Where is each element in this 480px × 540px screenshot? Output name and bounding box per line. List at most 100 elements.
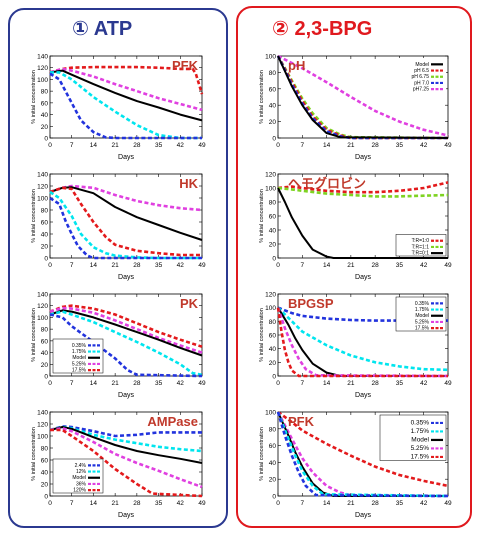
x-axis-label: Days — [355, 392, 371, 399]
y-tick-label: 100 — [37, 315, 48, 322]
y-tick-label: 100 — [37, 77, 48, 84]
y-tick-label: 60 — [269, 214, 277, 221]
chart-label: pH — [288, 58, 305, 73]
y-tick-label: 120 — [37, 184, 48, 191]
x-tick-label: 0 — [48, 142, 52, 149]
series-line-1 — [49, 67, 203, 112]
x-tick-label: 35 — [155, 380, 163, 387]
x-tick-label: 14 — [323, 142, 331, 149]
chart-label: BPGSP — [288, 296, 334, 311]
series-line-4 — [49, 72, 202, 140]
x-tick-label: 49 — [198, 262, 206, 269]
y-tick-label: 20 — [41, 124, 49, 131]
x-tick-label: 21 — [347, 380, 355, 387]
x-tick-label: 7 — [70, 262, 74, 269]
x-tick-label: 0 — [48, 380, 52, 387]
x-tick-label: 49 — [198, 142, 206, 149]
series-line-0 — [277, 410, 449, 488]
legend-label: pH 6.5 — [414, 68, 429, 74]
y-axis-label: % initial concentration — [259, 427, 265, 481]
legend-label: pH7.25 — [413, 87, 429, 93]
chart-atp-hk: 0 20 40 60 80 100 120 140 0 7 14 21 28 35 42 49 Days % in… — [31, 172, 206, 282]
y-tick-label: 0 — [44, 136, 48, 143]
chart-atp-ampase: 0 20 40 60 80 100 120 140 0 7 14 21 28 35 42 49 Days % in… — [31, 410, 206, 520]
chart-bpg-bpgsp: 0 20 40 60 80 100 120 0 7 14 21 28 35 42 49 Days % initi… — [259, 292, 452, 400]
y-tick-label: 140 — [37, 172, 48, 179]
x-tick-label: 7 — [70, 380, 74, 387]
legend-label: 17.5% — [411, 453, 430, 460]
y-tick-label: 0 — [272, 136, 276, 143]
bpg-panel-title: ② 2,3-BPG — [272, 18, 373, 40]
y-tick-label: 0 — [44, 374, 48, 381]
y-tick-label: 100 — [265, 410, 276, 417]
legend-label: 5.25% — [411, 445, 430, 452]
y-tick-label: 120 — [37, 422, 48, 429]
y-tick-label: 40 — [41, 232, 49, 239]
x-tick-label: 35 — [155, 142, 163, 149]
legend-label: 1.75% — [415, 307, 430, 313]
y-tick-label: 20 — [269, 119, 277, 126]
y-tick-label: 20 — [41, 482, 49, 489]
chart-bpg-pfk: 0 20 40 60 80 100 0 7 14 21 28 35 42 49 Days % initial … — [259, 410, 452, 520]
x-tick-label: 35 — [396, 500, 404, 507]
y-tick-label: 40 — [41, 470, 49, 477]
y-tick-label: 60 — [269, 333, 277, 340]
y-tick-label: 80 — [41, 89, 49, 96]
y-tick-label: 80 — [269, 200, 277, 207]
x-tick-label: 7 — [70, 142, 74, 149]
x-axis-label: Days — [118, 154, 134, 161]
y-tick-label: 100 — [37, 434, 48, 441]
y-tick-label: 40 — [269, 460, 277, 467]
legend-label: 12% — [76, 469, 87, 475]
x-tick-label: 42 — [177, 500, 185, 507]
legend-label: T:R=0:1 — [412, 251, 430, 257]
legend-label: 120% — [73, 488, 86, 494]
legend-box — [379, 414, 447, 461]
y-tick-label: 20 — [269, 477, 277, 484]
x-tick-label: 21 — [112, 262, 120, 269]
chart-atp-pk: 0 20 40 60 80 100 120 140 0 7 14 21 28 35 42 49 Days % in… — [31, 292, 206, 400]
x-tick-label: 0 — [276, 142, 280, 149]
series-line-3 — [50, 71, 202, 140]
x-tick-label: 49 — [444, 380, 452, 387]
bpg-panel — [236, 6, 472, 528]
series-line-3 — [49, 426, 203, 489]
y-tick-label: 60 — [41, 100, 49, 107]
series-line-3 — [276, 307, 449, 378]
y-tick-label: 100 — [265, 186, 276, 193]
series-line-4 — [50, 428, 203, 498]
y-tick-label: 80 — [41, 327, 49, 334]
chart-label: PK — [180, 296, 199, 311]
series-line-4 — [276, 307, 448, 378]
legend-label: Model — [415, 313, 429, 319]
x-tick-label: 14 — [323, 380, 331, 387]
y-axis-label: % initial concentration — [31, 189, 37, 243]
y-tick-label: 120 — [37, 65, 48, 72]
x-tick-label: 42 — [420, 142, 428, 149]
legend-label: T:R=1:0 — [412, 238, 430, 244]
atp-panel-title: ① ATP — [72, 18, 133, 40]
y-axis-label: % initial concentration — [31, 308, 37, 362]
chart-label: PFK — [288, 414, 315, 429]
x-axis-label: Days — [118, 274, 134, 281]
y-tick-label: 40 — [269, 228, 277, 235]
x-tick-label: 0 — [276, 380, 280, 387]
y-tick-label: 140 — [37, 292, 48, 299]
x-axis-label: Days — [355, 512, 371, 519]
x-tick-label: 21 — [112, 380, 120, 387]
y-axis-label: % initial concentration — [31, 427, 37, 481]
legend-label: Model — [415, 62, 429, 68]
y-tick-label: 20 — [269, 242, 277, 249]
y-tick-label: 0 — [44, 494, 48, 501]
x-tick-label: 7 — [300, 380, 304, 387]
y-tick-label: 40 — [41, 112, 49, 119]
series-line-2 — [49, 426, 203, 464]
x-tick-label: 0 — [276, 500, 280, 507]
x-tick-label: 35 — [396, 142, 404, 149]
chart-label: PFK — [172, 58, 199, 73]
legend-label: 2.4% — [75, 463, 87, 469]
legend-label: 36% — [76, 481, 87, 487]
series-line-4 — [276, 411, 449, 498]
y-tick-label: 80 — [269, 426, 277, 433]
x-tick-label: 14 — [323, 262, 331, 269]
